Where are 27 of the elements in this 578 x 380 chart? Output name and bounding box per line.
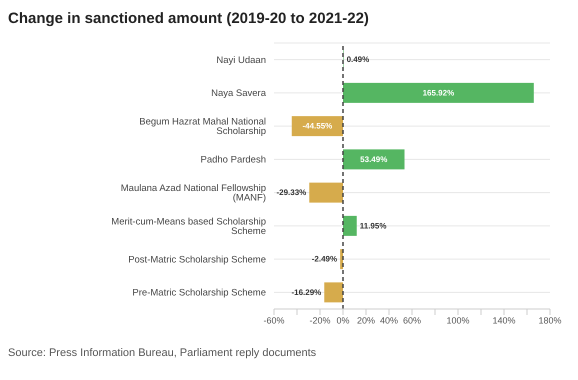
data-label: -2.49% bbox=[312, 254, 338, 264]
y-tick-label: Maulana Azad National Fellowship (MANF) bbox=[120, 183, 266, 204]
x-tick-label: 100% bbox=[446, 315, 470, 326]
data-label: 0.49% bbox=[346, 55, 370, 64]
x-tick-label: 60% bbox=[402, 315, 422, 326]
x-tick-label: 0% bbox=[336, 315, 350, 326]
x-tick-label: 180% bbox=[538, 315, 562, 326]
y-tick-label: Naya Savera bbox=[211, 88, 267, 100]
data-label: -16.29% bbox=[291, 288, 322, 297]
y-tick-label: Post-Matric Scholarship Scheme bbox=[128, 254, 266, 266]
data-label: 11.95% bbox=[360, 221, 386, 230]
x-tick-label: 140% bbox=[492, 315, 516, 326]
y-tick-label: Begum Hazrat Mahal National Scholarship bbox=[139, 116, 266, 138]
chart-title: Change in sanctioned amount (2019-20 to 2021-22) bbox=[8, 9, 370, 29]
source-note: Source: Press Information Bureau, Parliament reply documents bbox=[8, 347, 318, 359]
data-label: -44.55% bbox=[302, 122, 332, 131]
x-tick-label: -60% bbox=[263, 315, 285, 326]
data-label: -29.33% bbox=[276, 188, 306, 198]
y-tick-label: Pre-Matric Scholarship Scheme bbox=[132, 288, 266, 299]
x-tick-label: -20% bbox=[309, 315, 331, 326]
y-tick-label: Merit-cum-Means based Scholarship Scheme bbox=[111, 216, 266, 237]
y-tick-label: Padho Pardesh bbox=[200, 154, 266, 166]
x-tick-label: 20% bbox=[356, 315, 376, 326]
data-label: 53.49% bbox=[360, 154, 388, 164]
x-tick-label: 40% bbox=[380, 315, 398, 326]
y-tick-label: Nayi Udaan bbox=[216, 54, 266, 66]
data-label: 165.92% bbox=[422, 88, 454, 98]
